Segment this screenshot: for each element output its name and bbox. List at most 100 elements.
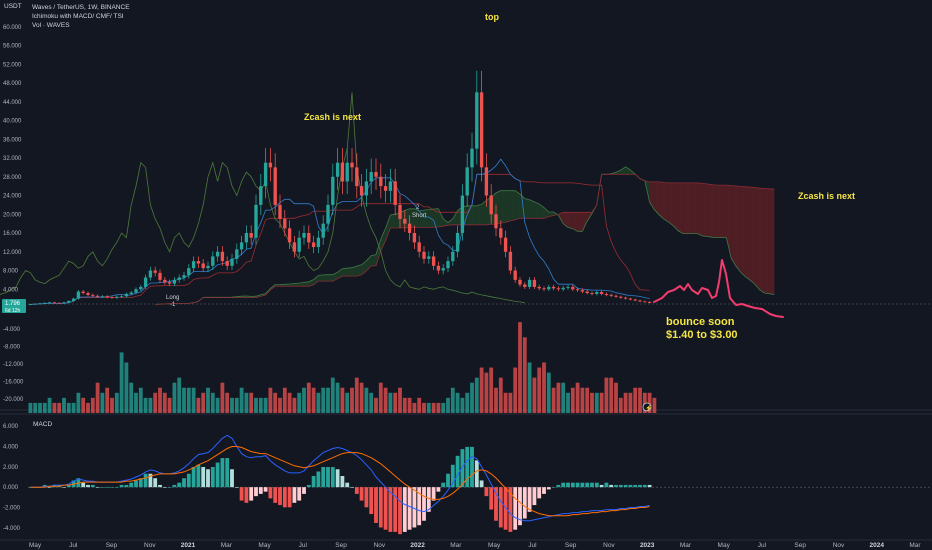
macd-histogram-bar bbox=[417, 487, 422, 526]
candle-body bbox=[436, 265, 441, 271]
signal-line bbox=[30, 446, 650, 517]
volume-bar bbox=[345, 392, 350, 413]
macd-histogram-bar bbox=[393, 487, 398, 532]
macd-histogram-bar bbox=[306, 484, 311, 488]
candle-body bbox=[129, 292, 133, 294]
kumo-segment bbox=[380, 228, 386, 251]
price-tick-label: 44.000 bbox=[3, 100, 22, 106]
macd-panel-label[interactable]: MACD bbox=[33, 421, 53, 428]
kumo-segment bbox=[683, 182, 688, 234]
candle-body bbox=[71, 298, 76, 301]
macd-histogram-bar bbox=[321, 467, 326, 488]
volume-bar bbox=[551, 387, 556, 413]
candle-body bbox=[431, 256, 436, 266]
candle-body bbox=[489, 195, 493, 215]
candle-body bbox=[374, 172, 378, 177]
chikou-span bbox=[0, 92, 525, 304]
macd-histogram-bar bbox=[292, 487, 297, 503]
macd-histogram-bar bbox=[278, 487, 282, 506]
candle-body bbox=[47, 302, 52, 304]
x-axis-label: 2024 bbox=[870, 542, 885, 549]
macd-histogram-bar bbox=[604, 482, 609, 488]
kumo-segment bbox=[534, 201, 540, 219]
indicator-label-ichimoku[interactable]: Ichimoku with MACD/ CMF/ TSI bbox=[32, 13, 124, 20]
signal-count-short: 2 bbox=[416, 205, 420, 211]
volume-bar bbox=[158, 387, 162, 413]
macd-histogram-bar bbox=[503, 487, 508, 530]
volume-bar bbox=[138, 387, 143, 413]
candle-body bbox=[172, 279, 177, 284]
x-axis-label: May bbox=[29, 542, 42, 549]
kumo-segment bbox=[448, 218, 453, 226]
macd-histogram-bar bbox=[196, 464, 201, 488]
volume-bar bbox=[335, 382, 340, 413]
volume-bar bbox=[465, 392, 470, 413]
indicator-label-volume[interactable]: Vol · WAVES bbox=[32, 22, 70, 29]
candle-body bbox=[191, 261, 196, 269]
macd-histogram-bar bbox=[239, 487, 244, 501]
macd-histogram-bar bbox=[258, 487, 263, 494]
candle-body bbox=[206, 265, 210, 269]
candle-body bbox=[182, 275, 186, 278]
candle-body bbox=[249, 233, 253, 238]
candle-body bbox=[235, 249, 239, 259]
macd-histogram-bar bbox=[316, 471, 321, 488]
volume-bar bbox=[47, 397, 52, 413]
kumo-segment bbox=[568, 212, 573, 229]
macd-histogram-bar bbox=[345, 482, 350, 488]
kumo-segment bbox=[649, 181, 655, 210]
candle-body bbox=[479, 92, 484, 168]
chart-title: Waves / TetherUS, 1W, BINANCE bbox=[32, 4, 130, 11]
macd-histogram-bar bbox=[570, 482, 575, 488]
candle-body bbox=[331, 176, 335, 205]
candle-body bbox=[307, 233, 311, 243]
volume-bar bbox=[383, 387, 388, 413]
lightning-icon bbox=[642, 402, 652, 412]
macd-histogram-bar bbox=[542, 487, 546, 494]
macd-histogram-bar bbox=[599, 484, 604, 488]
candle-body bbox=[158, 272, 162, 280]
kumo-segment bbox=[409, 208, 415, 228]
volume-bar bbox=[441, 402, 446, 413]
volume-tick-label: -8.000 bbox=[3, 345, 21, 351]
volume-bar bbox=[172, 382, 177, 413]
volume-bar bbox=[354, 377, 359, 413]
volume-bar bbox=[494, 387, 498, 413]
candle-body bbox=[52, 302, 57, 304]
candle-body bbox=[451, 251, 455, 262]
macd-histogram-bar bbox=[647, 484, 652, 488]
volume-bar bbox=[388, 392, 393, 413]
candle-body bbox=[403, 218, 407, 224]
volume-bar bbox=[527, 362, 532, 413]
volume-bar bbox=[326, 387, 330, 413]
volume-bars bbox=[28, 322, 657, 413]
macd-histogram-bar bbox=[354, 487, 359, 494]
macd-histogram-bar bbox=[134, 480, 138, 488]
macd-histogram-bar bbox=[441, 482, 446, 488]
volume-bar bbox=[306, 382, 311, 413]
macd-histogram-bar bbox=[422, 487, 426, 521]
kumo-segment bbox=[505, 190, 511, 223]
volume-bar bbox=[618, 397, 623, 413]
kumo-segment bbox=[664, 182, 669, 223]
kumo-segment bbox=[692, 182, 698, 234]
candle-body bbox=[465, 167, 469, 196]
volume-bar bbox=[489, 367, 494, 413]
volume-bar bbox=[215, 397, 220, 413]
volume-bar bbox=[105, 387, 110, 413]
kumo-segment bbox=[524, 198, 530, 219]
volume-bar bbox=[474, 377, 479, 413]
macd-histogram-bar bbox=[186, 473, 191, 488]
volume-bar bbox=[177, 377, 182, 413]
candle-body bbox=[340, 162, 345, 182]
volume-bar bbox=[167, 397, 172, 413]
volume-bar bbox=[350, 387, 354, 413]
candle-body bbox=[38, 303, 42, 305]
tenkan-sen bbox=[30, 158, 650, 305]
kumo-segment bbox=[443, 218, 448, 227]
volume-bar bbox=[76, 392, 81, 413]
volume-bar bbox=[273, 392, 278, 413]
volume-bar bbox=[162, 392, 167, 413]
candle-body bbox=[211, 256, 215, 266]
